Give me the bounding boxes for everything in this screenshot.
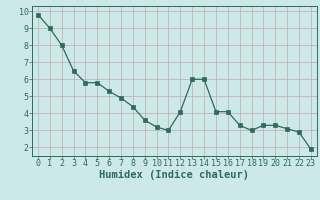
X-axis label: Humidex (Indice chaleur): Humidex (Indice chaleur) <box>100 170 249 180</box>
